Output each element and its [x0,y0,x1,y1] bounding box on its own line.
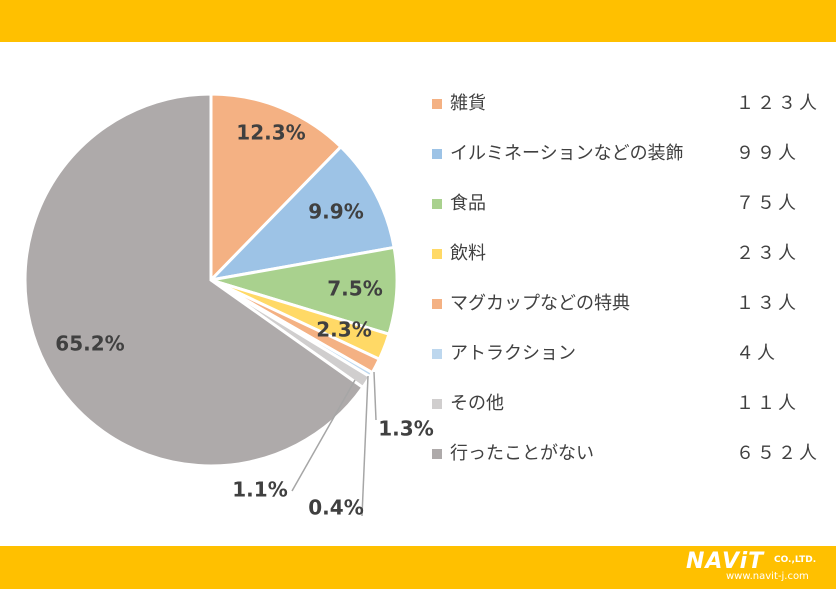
legend-swatch [432,149,442,159]
data-label-4: 2.3% [316,318,371,342]
legend-count: １２３人 [736,93,820,114]
legend-item: アトラクション ４人 [432,338,812,370]
legend-swatch [432,449,442,459]
legend-swatch [432,399,442,409]
legend-label: 行ったことがない [450,443,594,464]
legend-item: その他 １１人 [432,388,812,420]
legend-count: ２３人 [736,243,799,264]
legend-count: １３人 [736,293,799,314]
legend-swatch [432,349,442,359]
pie-slice-8 [23,92,365,468]
header-band [0,0,836,42]
data-label-1: 12.3% [236,121,305,145]
legend-item: マグカップなどの特典 １３人 [432,288,812,320]
legend-label: イルミネーションなどの装飾 [450,143,684,164]
legend-item: イルミネーションなどの装飾 ９９人 [432,138,812,170]
legend-label: 雑貨 [450,93,486,114]
data-label-6: 0.4% [308,496,363,520]
leader-line-6 [361,375,369,517]
legend-item: 雑貨 １２３人 [432,88,817,120]
pie-slice-2 [206,144,396,283]
data-label-3: 7.5% [327,277,382,301]
legend-label: 食品 [450,193,486,214]
data-label-7: 1.1% [232,478,287,502]
pie-slice-1 [209,92,343,284]
data-label-2: 9.9% [308,200,363,224]
logo-suffix-text: CO.,LTD. [774,555,817,565]
legend-count: ４人 [736,343,778,364]
legend-count: ７５人 [736,193,799,214]
data-label-5: 1.3% [378,417,433,441]
footer-band [0,546,836,589]
leader-line-5 [373,371,377,421]
legend-label: アトラクション [450,343,576,364]
logo-main-text: NAViT [686,549,765,574]
legend-item: 飲料 ２３人 [432,238,812,270]
legend-item: 行ったことがない ６５２人 [432,438,817,470]
company-logo: NAViT CO.,LTD. www.navit-j.com [686,549,826,585]
legend-label: その他 [450,393,504,414]
legend-item: 食品 ７５人 [432,188,812,220]
data-label-8: 65.2% [55,332,124,356]
legend-swatch [432,249,442,259]
legend-count: ６５２人 [736,443,820,464]
legend-swatch [432,99,442,109]
legend-count: １１人 [736,393,799,414]
legend-swatch [432,299,442,309]
legend-count: ９９人 [736,143,799,164]
legend-label: 飲料 [450,243,486,264]
legend-swatch [432,199,442,209]
leader-line-7 [291,379,356,492]
legend-label: マグカップなどの特典 [450,293,630,314]
logo-url-text: www.navit-j.com [726,571,809,582]
